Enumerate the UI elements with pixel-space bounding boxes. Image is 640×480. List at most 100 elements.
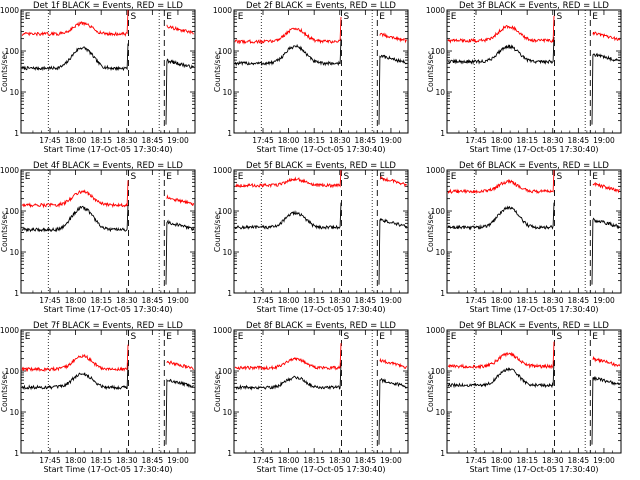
event-marker-s: S <box>556 12 562 22</box>
x-tick-label: 19:00 <box>380 456 402 465</box>
x-tick-label: 18:45 <box>568 456 590 465</box>
y-tick-label: 10 <box>222 408 232 417</box>
x-tick-label: 18:30 <box>116 296 138 305</box>
series-events-line <box>447 36 555 65</box>
y-tick-label: 10 <box>222 88 232 97</box>
panel-title: Det 1f BLACK = Events, RED = LLD <box>33 1 183 11</box>
series-events-line <box>234 202 342 230</box>
event-marker-s: S <box>343 332 349 342</box>
event-marker-e: E <box>451 172 457 182</box>
x-tick-label: 18:30 <box>542 296 564 305</box>
x-tick-label: 18:15 <box>90 296 112 305</box>
y-tick-label: 1 <box>14 129 19 138</box>
x-tick-label: 18:30 <box>329 296 351 305</box>
x-tick-label: 19:00 <box>167 296 189 305</box>
series-events-line-after <box>165 58 194 125</box>
x-tick-label: 18:00 <box>491 136 513 145</box>
x-tick-label: 18:00 <box>278 136 300 145</box>
series-events-line-after <box>165 378 194 445</box>
plot-frame <box>233 329 409 454</box>
y-tick-label: 1000 <box>0 326 19 335</box>
series-events-line-after <box>378 377 407 445</box>
x-tick-label: 18:15 <box>516 456 538 465</box>
series-events-line <box>21 204 129 233</box>
panel-5: Det 5f BLACK = Events, RED = LLD 1 10 100 10… <box>213 161 409 314</box>
panel-8: Det 8f BLACK = Events, RED = LLD 1 10 100 10… <box>213 321 409 474</box>
y-tick-label: 1000 <box>426 326 445 335</box>
series-lld-line-after <box>592 355 621 368</box>
y-tick-label: 10 <box>222 248 232 257</box>
panel-title: Det 6f BLACK = Events, RED = LLD <box>459 161 609 171</box>
series-events-line <box>234 38 342 67</box>
plot-frame <box>20 169 196 294</box>
y-tick-label: 10 <box>435 248 445 257</box>
series-lld-line <box>234 16 342 45</box>
event-marker-e: E <box>451 12 457 22</box>
y-tick-label: 100 <box>5 367 20 376</box>
x-tick-label: 18:30 <box>542 456 564 465</box>
x-tick-label: 18:00 <box>278 296 300 305</box>
panel-title: Det 7f BLACK = Events, RED = LLD <box>33 321 183 331</box>
series-lld-line <box>447 341 555 370</box>
y-tick-label: 1 <box>440 449 445 458</box>
x-tick-label: 19:00 <box>593 296 615 305</box>
x-tick-label: 18:30 <box>116 136 138 145</box>
y-axis-label: Counts/sec <box>213 51 222 92</box>
x-axis-label: Start Time (17-Oct-05 17:30:40) <box>256 305 385 314</box>
plot-frame <box>446 329 622 454</box>
plot-frame <box>233 169 409 294</box>
x-tick-label: 18:15 <box>303 296 325 305</box>
y-tick-label: 1000 <box>426 166 445 175</box>
x-tick-label: 19:00 <box>380 136 402 145</box>
event-marker-e: E <box>166 172 172 182</box>
panel-title: Det 9f BLACK = Events, RED = LLD <box>459 321 609 331</box>
panel-title: Det 8f BLACK = Events, RED = LLD <box>246 321 396 331</box>
plot-frame <box>233 9 409 134</box>
x-tick-label: 18:45 <box>568 296 590 305</box>
series-lld-line <box>21 10 129 37</box>
series-lld-line-after <box>166 24 194 35</box>
x-tick-label: 19:00 <box>167 136 189 145</box>
series-lld-line <box>21 180 129 209</box>
event-marker-e: E <box>379 332 385 342</box>
x-axis-label: Start Time (17-Oct-05 17:30:40) <box>469 145 598 154</box>
y-tick-label: 1 <box>227 289 232 298</box>
series-lld-line <box>447 15 555 44</box>
x-tick-label: 18:00 <box>278 456 300 465</box>
x-tick-label: 19:00 <box>593 456 615 465</box>
event-marker-e: E <box>238 172 244 182</box>
y-tick-label: 100 <box>218 367 233 376</box>
series-events-line-after <box>378 217 408 285</box>
event-marker-e: E <box>25 12 31 22</box>
x-tick-label: 17:45 <box>252 296 274 305</box>
series-events-line <box>447 360 555 389</box>
series-lld-line-after <box>379 32 408 44</box>
x-tick-label: 18:30 <box>329 456 351 465</box>
event-marker-e: E <box>166 332 172 342</box>
y-tick-label: 100 <box>431 207 446 216</box>
x-tick-label: 17:45 <box>465 136 487 145</box>
panel-title: Det 2f BLACK = Events, RED = LLD <box>246 1 396 11</box>
series-events-line-after <box>591 52 620 125</box>
panel-6: Det 6f BLACK = Events, RED = LLD 1 10 100 10… <box>426 161 622 314</box>
x-tick-label: 18:30 <box>116 456 138 465</box>
y-axis-label: Counts/sec <box>213 371 222 412</box>
y-tick-label: 10 <box>9 408 19 417</box>
y-axis-label: Counts/sec <box>213 211 222 252</box>
series-lld-line-after <box>592 181 620 194</box>
y-axis-label: Counts/sec <box>426 211 435 252</box>
series-events-line <box>21 362 129 391</box>
event-marker-s: S <box>130 172 136 182</box>
panel-4: Det 4f BLACK = Events, RED = LLD 1 10 100 10… <box>0 161 196 314</box>
series-events-line <box>21 43 129 72</box>
y-tick-label: 100 <box>218 47 233 56</box>
series-lld-line-after <box>166 194 195 207</box>
x-tick-label: 17:45 <box>252 136 274 145</box>
y-tick-label: 1000 <box>213 326 232 335</box>
x-tick-label: 17:45 <box>252 456 274 465</box>
y-tick-label: 10 <box>9 88 19 97</box>
event-marker-e: E <box>166 12 172 22</box>
y-axis-label: Counts/sec <box>0 371 9 412</box>
x-tick-label: 18:30 <box>329 136 351 145</box>
event-marker-e: E <box>451 332 457 342</box>
